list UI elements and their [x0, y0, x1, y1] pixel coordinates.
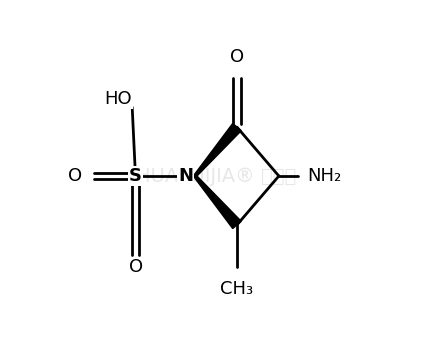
Text: HUAKUIJIA® 化学机: HUAKUIJIA® 化学机: [136, 166, 296, 186]
Text: O: O: [230, 48, 244, 66]
Text: O: O: [129, 258, 143, 276]
Polygon shape: [194, 124, 241, 177]
Text: NH₂: NH₂: [307, 167, 341, 185]
Text: S: S: [129, 167, 142, 185]
Text: HO: HO: [105, 90, 132, 108]
Text: N: N: [178, 167, 193, 185]
Polygon shape: [194, 175, 241, 228]
Text: O: O: [67, 167, 82, 185]
Text: CH₃: CH₃: [220, 281, 254, 298]
